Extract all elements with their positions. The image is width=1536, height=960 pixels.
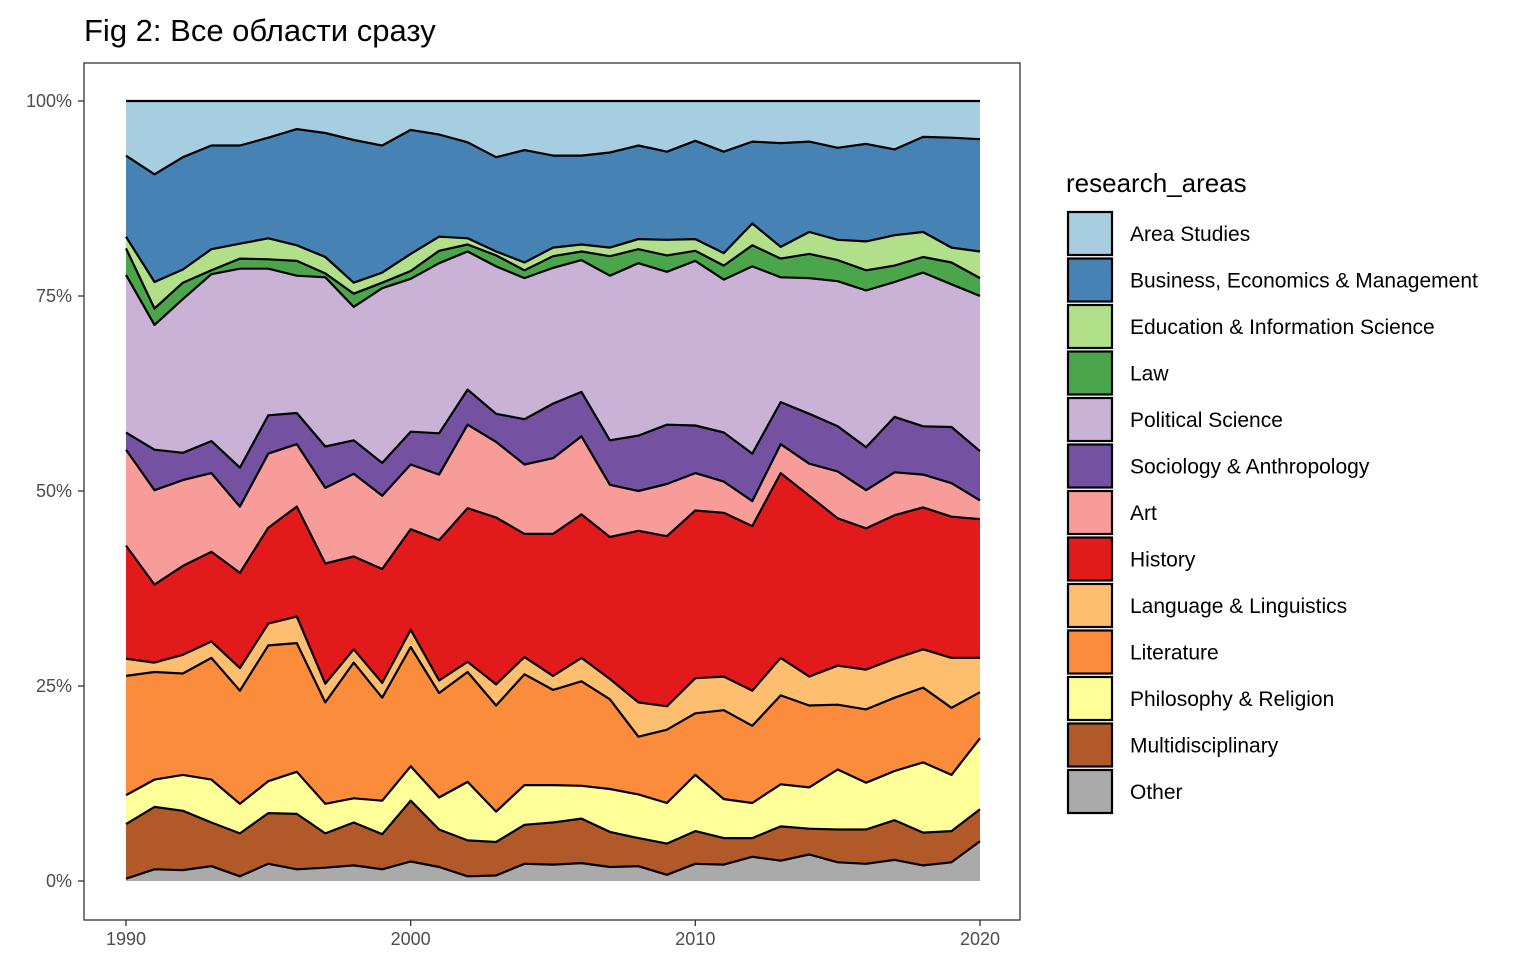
legend-label-literature: Literature [1130,642,1219,665]
area-other [126,841,980,881]
x-tick-label: 1990 [106,929,146,949]
area-literature [126,643,980,812]
boundary-line-education-and-information-science [125,222,981,284]
area-area-studies [126,101,980,175]
boundary-line-history [125,472,981,586]
legend-key-history [1066,536,1114,582]
y-tick-label: 0% [46,871,72,891]
legend-label-language-and-linguistics: Language & Linguistics [1130,595,1347,618]
boundary-line-other [125,840,981,880]
legend: Area Studies Business, Economics & Manage… [1066,210,1478,815]
area-sociology-and-anthropology [126,389,980,507]
legend-label-education-and-information-science: Education & Information Science [1130,316,1435,339]
y-tick-label: 100% [26,91,72,111]
area-philosophy-and-religion [126,738,980,844]
legend-key-art [1066,489,1114,536]
boundary-line-political-science [125,250,981,326]
legend-key-sociology-and-anthropology [1066,443,1114,489]
legend-key-political-science [1066,396,1114,443]
legend-label-area-studies: Area Studies [1130,223,1250,246]
boundary-line-philosophy-and-religion [125,737,981,813]
area-education-and-information-science [126,223,980,309]
area-multidisciplinary [126,800,980,879]
legend-key-education-and-information-science [1066,303,1114,350]
legend-label-other: Other [1130,781,1183,804]
area-history [126,473,980,707]
legend-key-law [1066,350,1114,396]
area-law [126,244,980,325]
boundary-line-language-and-linguistics [125,615,980,708]
boundary-line-business-economics-and-management [125,128,981,176]
boundary-line-law [125,243,981,310]
boundary-line-art [125,423,981,508]
y-tick-label: 50% [36,481,72,501]
legend-key-business-economics-and-management [1066,257,1114,303]
boundary-line-multidisciplinary [125,799,981,845]
chart-title: Fig 2: Все области сразу [84,13,436,48]
legend-title: research_areas [1066,168,1247,198]
legend-label-philosophy-and-religion: Philosophy & Religion [1130,688,1334,711]
area-political-science [126,251,980,468]
legend-label-art: Art [1130,502,1157,525]
legend-label-business-economics-and-management: Business, Economics & Management [1130,270,1478,293]
y-tick-label: 75% [36,286,72,306]
boundary-line-sociology-and-anthropology [125,388,981,469]
x-tick-label: 2020 [960,929,1000,949]
boundary-line-literature [125,642,981,738]
legend-key-multidisciplinary [1066,722,1114,768]
x-tick-label: 2000 [391,929,431,949]
legend-label-law: Law [1130,363,1169,386]
legend-key-philosophy-and-religion [1066,675,1114,722]
legend-key-literature [1066,629,1114,675]
legend-key-other [1066,768,1114,815]
y-tick-label: 25% [36,676,72,696]
legend-label-history: History [1130,549,1196,572]
x-tick-label: 2010 [675,929,715,949]
area-art [126,424,980,585]
legend-label-sociology-and-anthropology: Sociology & Anthropology [1130,456,1370,479]
legend-key-language-and-linguistics [1066,582,1114,629]
area-business-economics-and-management [126,129,980,283]
area-layers [125,99,981,881]
legend-label-political-science: Political Science [1130,409,1283,432]
axes: 0% 25% 50% 75% 100% 1990 2000 2010 2020 [26,91,1000,949]
legend-key-area-studies [1066,210,1114,257]
legend-label-multidisciplinary: Multidisciplinary [1130,735,1279,758]
